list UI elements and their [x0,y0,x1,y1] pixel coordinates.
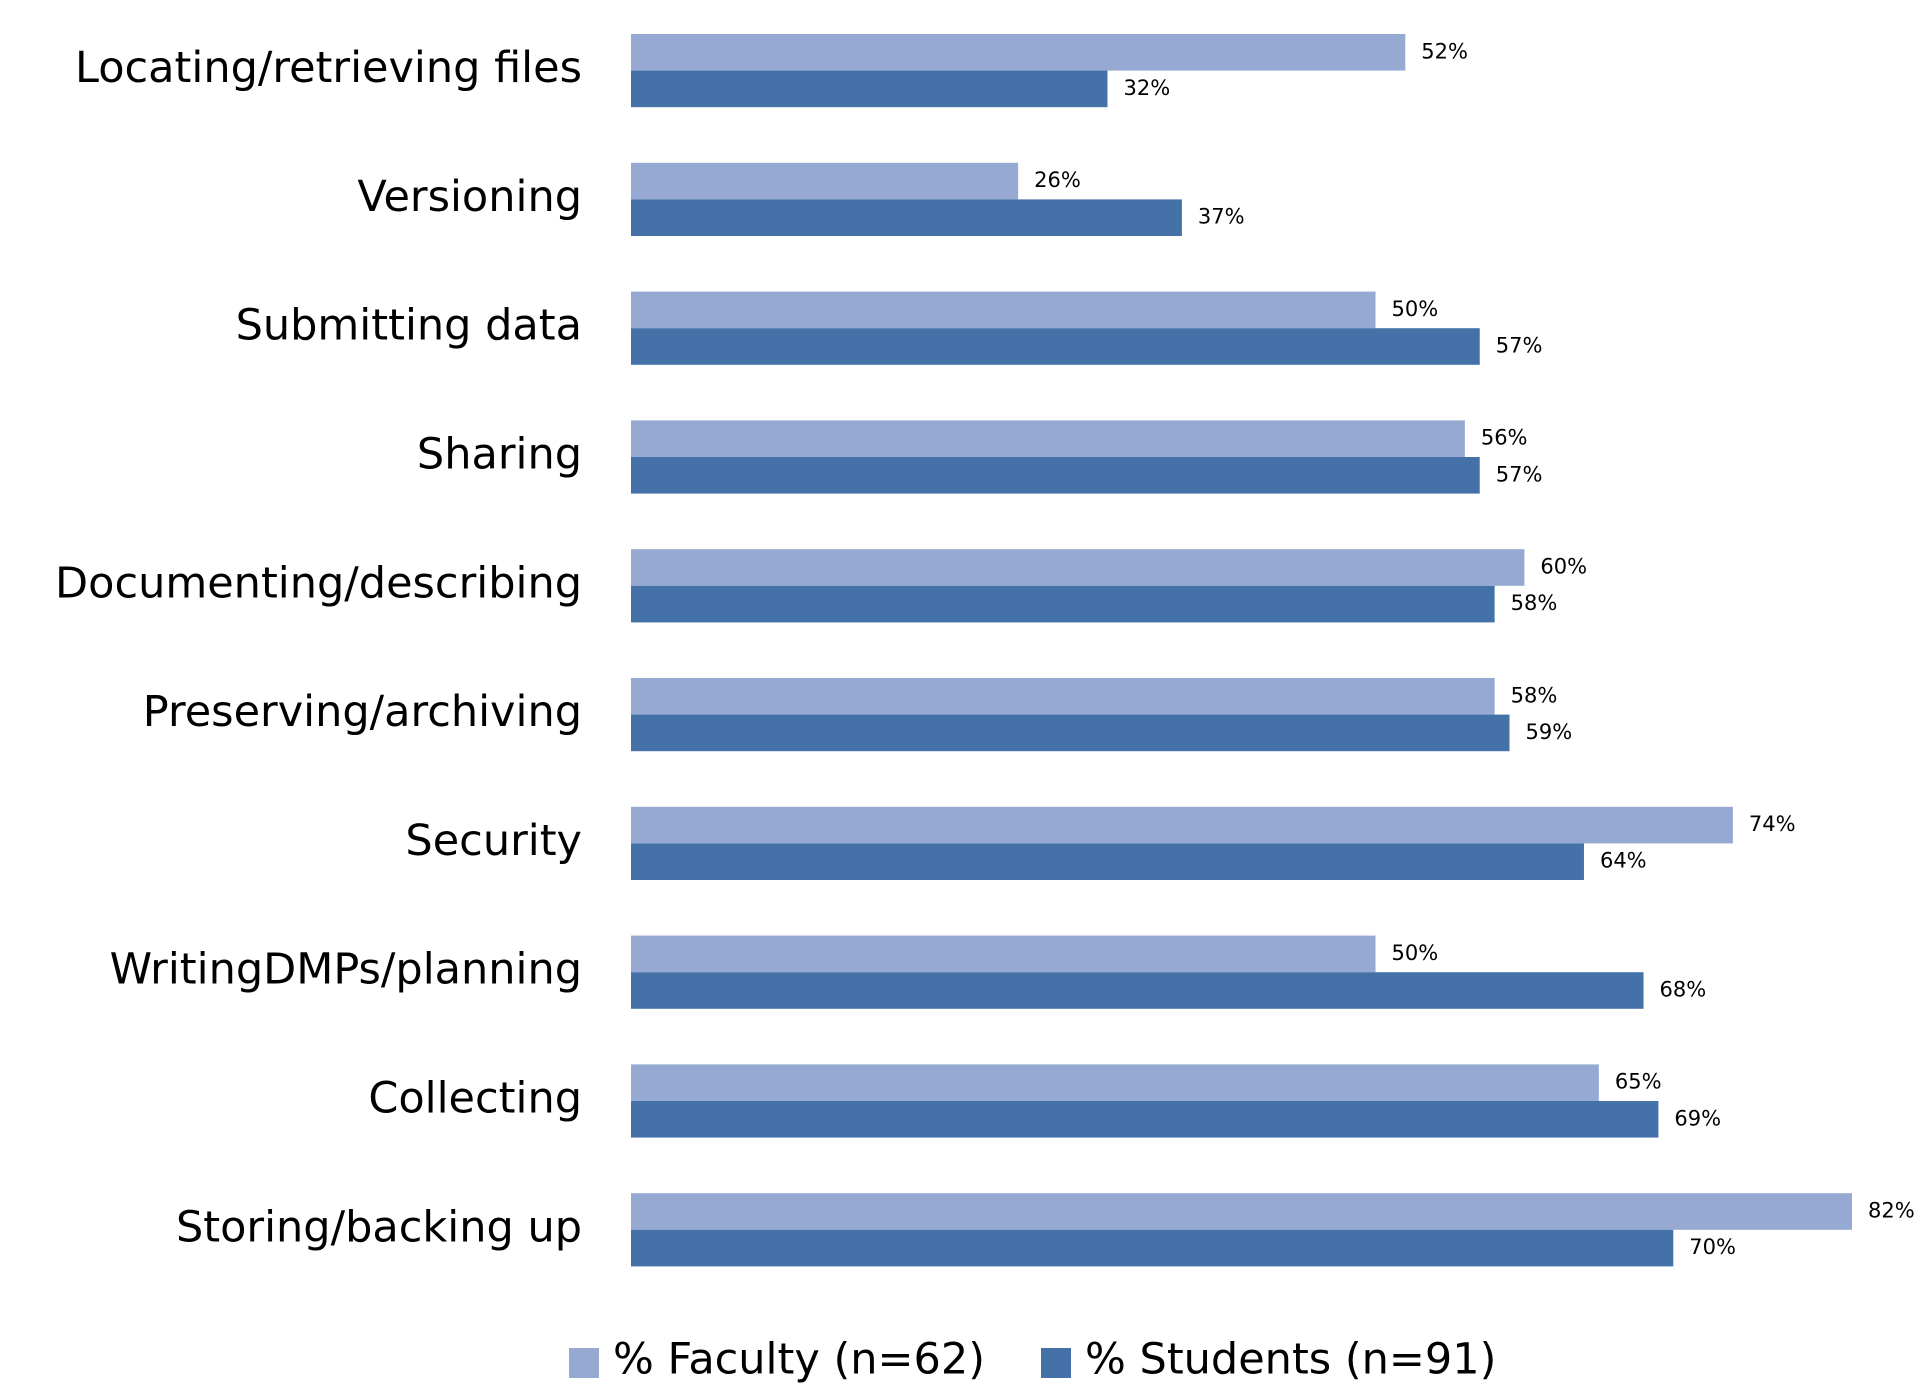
bar [631,1064,1599,1101]
bar [631,972,1644,1009]
value-label: 57% [1496,462,1543,486]
value-label: 57% [1496,334,1543,358]
value-label: 68% [1660,978,1707,1002]
value-label: 60% [1540,555,1587,579]
bar [631,199,1182,236]
bar [631,162,1019,200]
value-label: 59% [1526,720,1573,744]
bar [631,549,1525,586]
value-label: 82% [1868,1199,1914,1223]
category-label: Locating/retrieving files [75,43,582,93]
value-label: 74% [1749,812,1796,836]
value-label: 32% [1123,76,1170,100]
category-label: Sharing [417,430,582,480]
bar [631,585,1495,623]
bar [631,70,1108,108]
category-label: Security [405,816,582,866]
bar [631,935,1376,973]
value-label: 50% [1392,941,1439,965]
value-label: 69% [1674,1106,1721,1130]
category-label: Storing/backing up [176,1202,582,1252]
value-label: 26% [1034,168,1081,192]
value-label: 37% [1198,205,1245,229]
bar [631,1229,1674,1267]
bar [631,420,1465,457]
bar [631,843,1584,880]
bar [631,34,1406,71]
bar [631,291,1376,329]
bar [631,806,1733,844]
value-label: 50% [1392,297,1439,321]
bar [631,457,1480,494]
legend-swatch [1041,1348,1071,1378]
legend-swatch [569,1348,599,1378]
value-label: 58% [1511,683,1558,707]
legend-label: % Students (n=91) [1085,1335,1496,1384]
value-label: 64% [1600,849,1647,873]
category-label: Preserving/archiving [143,687,582,737]
value-label: 56% [1481,426,1528,450]
value-label: 65% [1615,1070,1662,1094]
value-label: 52% [1421,39,1468,63]
legend-label: % Faculty (n=62) [613,1335,985,1384]
value-label: 58% [1511,591,1558,615]
bar [631,678,1495,715]
bar [631,328,1480,365]
bar [631,1101,1659,1138]
category-label: Collecting [368,1074,582,1124]
bar [631,1193,1852,1230]
bar [631,714,1510,752]
category-label: Versioning [357,172,582,222]
value-label: 70% [1689,1235,1736,1259]
category-label: Submitting data [236,301,582,351]
category-label: WritingDMPs/planning [110,945,582,995]
category-label: Documenting/describing [55,558,582,608]
